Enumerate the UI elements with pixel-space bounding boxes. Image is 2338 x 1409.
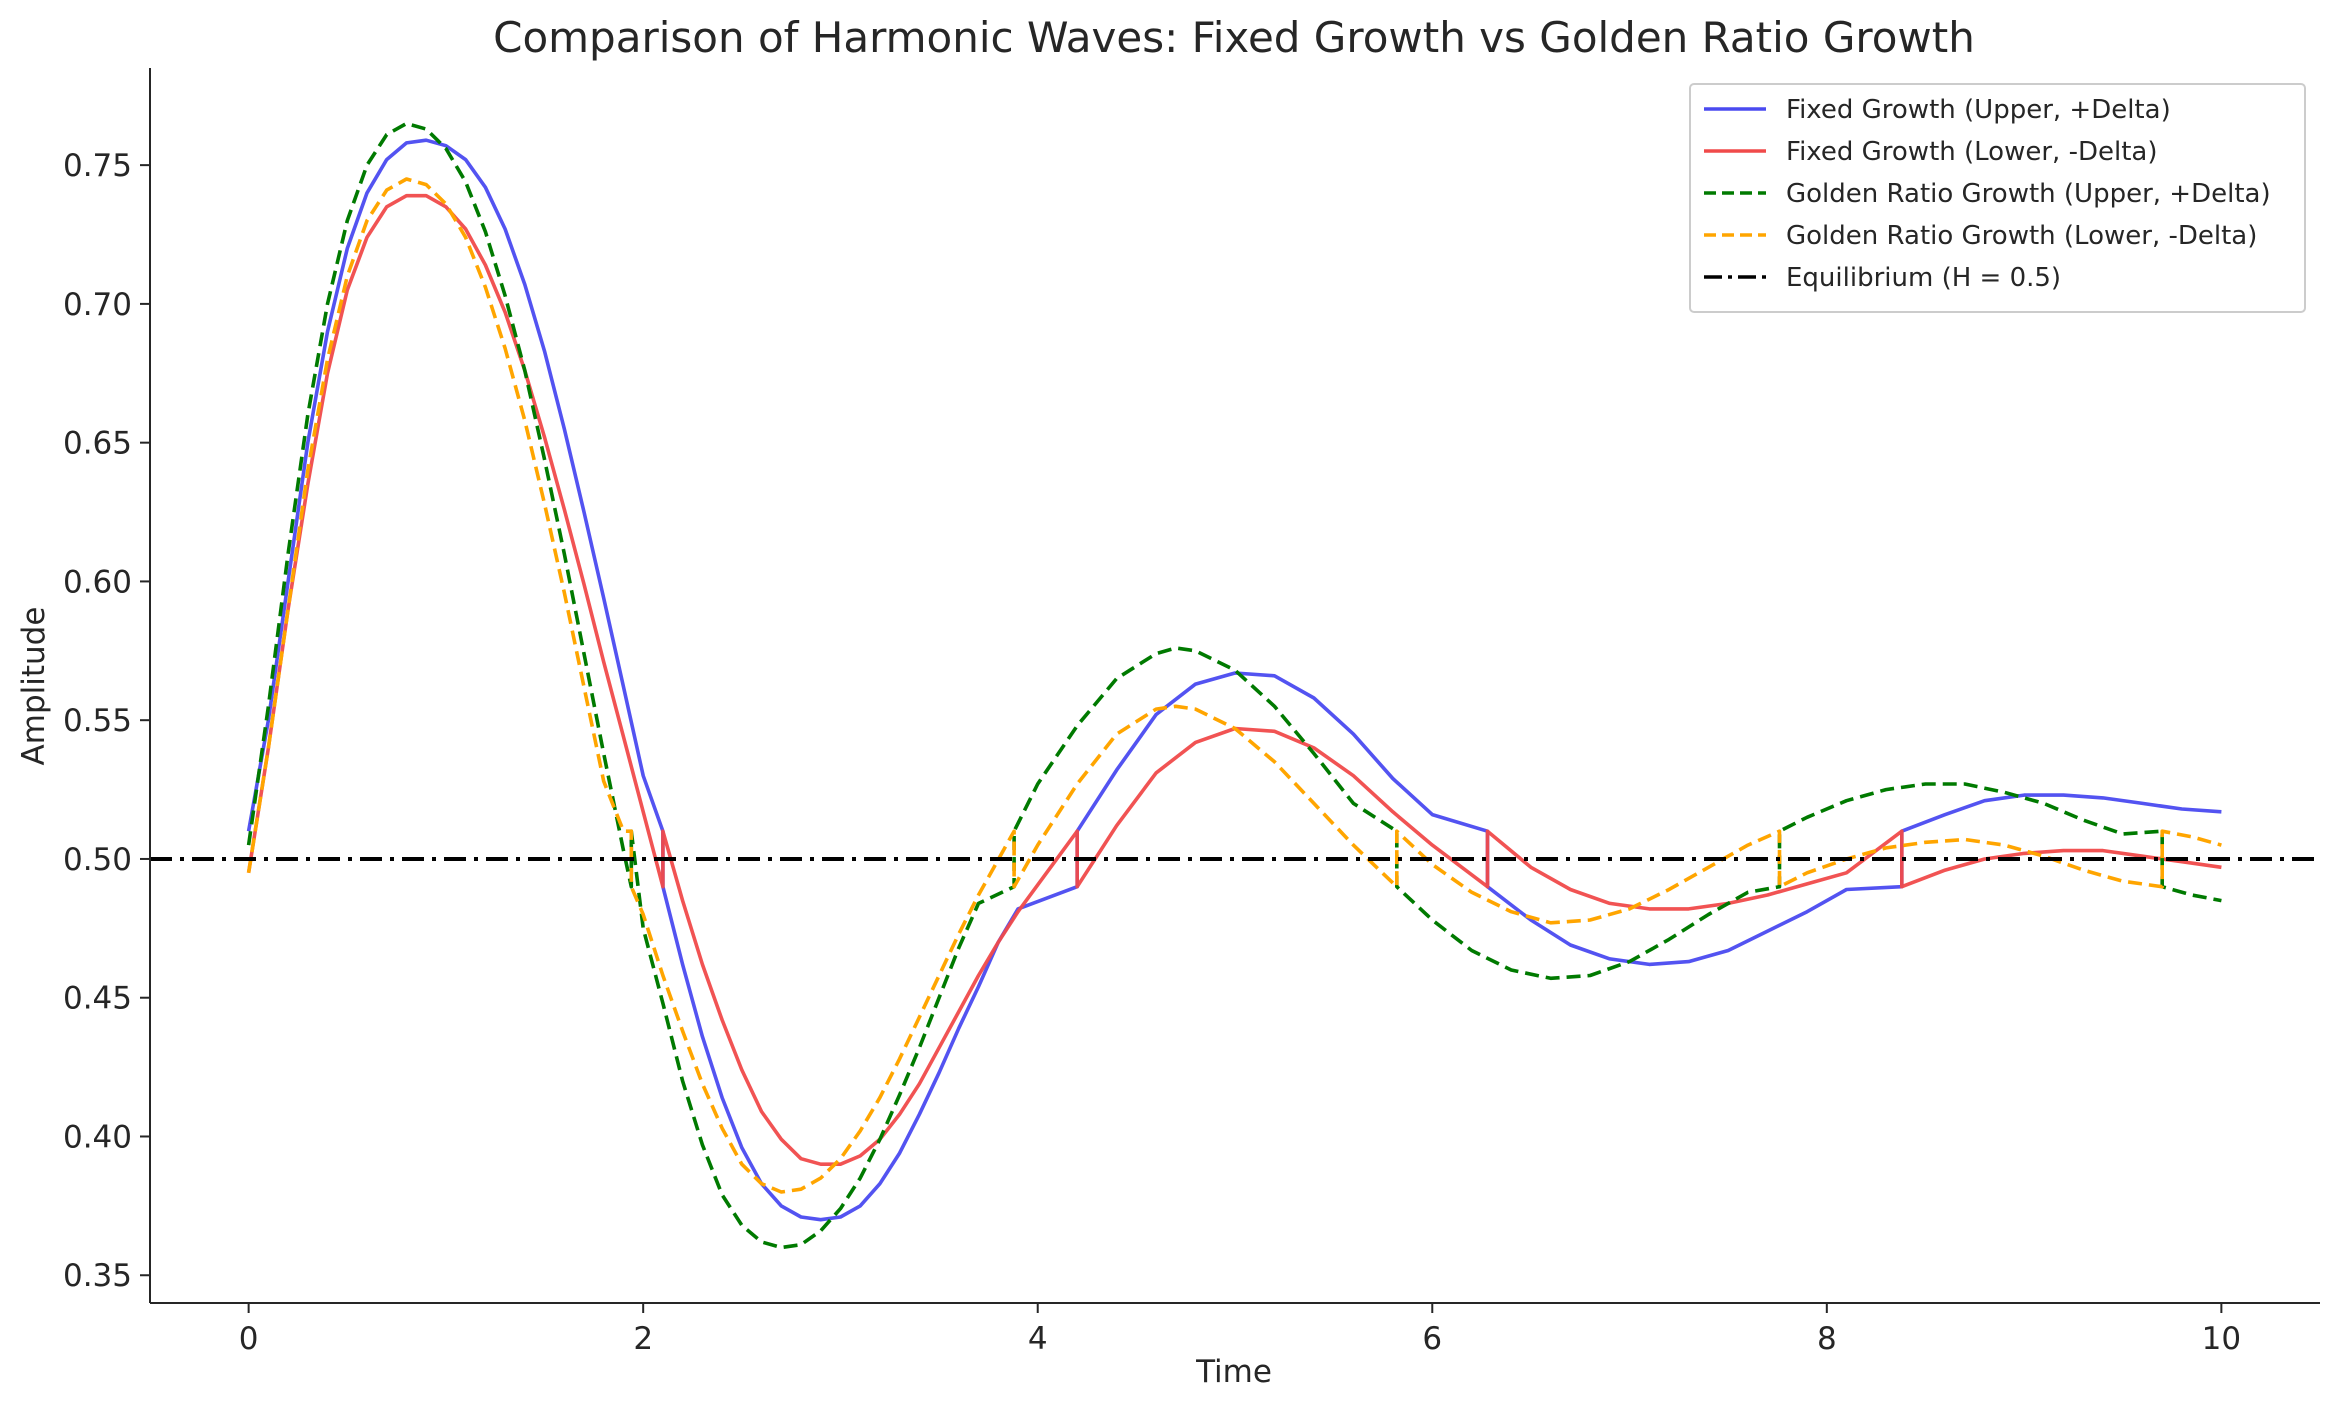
x-tick-label: 8 — [1817, 1321, 1837, 1357]
y-tick-label: 0.40 — [63, 1119, 132, 1155]
y-tick-label: 0.35 — [63, 1258, 132, 1294]
y-tick-label: 0.75 — [63, 148, 132, 184]
legend-entry-label: Fixed Growth (Lower, -Delta) — [1786, 137, 2157, 167]
series-line-golden-ratio-growth-upper-delta — [246, 121, 2222, 1250]
legend: Fixed Growth (Upper, +Delta) Fixed Growth… — [1689, 83, 2306, 313]
y-tick-label: 0.55 — [63, 703, 132, 739]
x-tick-label: 4 — [1028, 1321, 1048, 1357]
x-tick-label: 0 — [239, 1321, 259, 1357]
series-line-fixed-growth-lower-delta — [246, 193, 2222, 1166]
x-tick-label: 2 — [633, 1321, 653, 1357]
plot-area — [150, 121, 2320, 1250]
x-tick-label: 10 — [2202, 1321, 2241, 1357]
legend-entry-label: Equilibrium (H = 0.5) — [1786, 263, 2061, 293]
legend-frame — [1689, 83, 2306, 313]
y-tick-label: 0.60 — [63, 564, 132, 600]
legend-entry-label: Fixed Growth (Upper, +Delta) — [1786, 95, 2171, 125]
y-axis-label: Amplitude — [16, 607, 52, 766]
x-axis-label: Time — [1195, 1354, 1272, 1390]
legend-entry-label: Golden Ratio Growth (Upper, +Delta) — [1786, 179, 2271, 209]
x-axis-ticks: 0 2 4 6 8 10 — [239, 1303, 2241, 1357]
y-tick-label: 0.70 — [63, 287, 132, 323]
legend-entry-label: Golden Ratio Growth (Lower, -Delta) — [1786, 221, 2257, 251]
y-axis-ticks: 0.35 0.40 0.45 0.50 0.55 0.60 0.65 0.70 0.75 — [63, 148, 150, 1294]
y-tick-label: 0.50 — [63, 842, 132, 878]
y-tick-label: 0.45 — [63, 981, 132, 1017]
series-line-fixed-growth-upper-delta — [246, 138, 2222, 1222]
x-tick-label: 6 — [1422, 1321, 1442, 1357]
chart-title: Comparison of Harmonic Waves: Fixed Grow… — [493, 13, 1975, 62]
y-tick-label: 0.65 — [63, 426, 132, 462]
